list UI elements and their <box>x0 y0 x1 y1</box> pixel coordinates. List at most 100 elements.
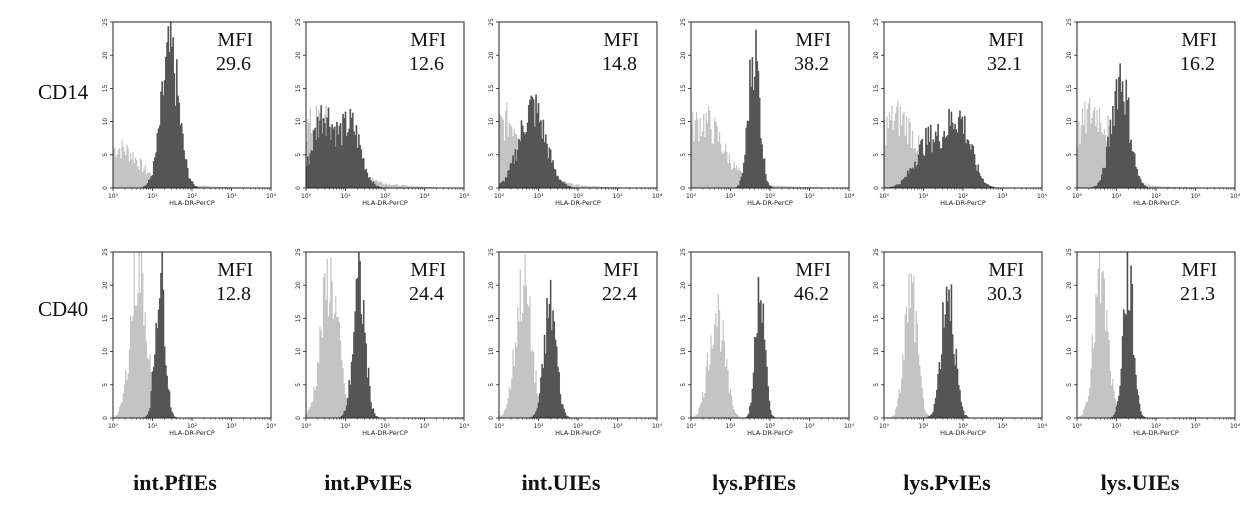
y-tick-label: 0 <box>680 186 687 190</box>
histogram-panel: 0 5 10 15 20 25 10⁰ 10¹ 10² 10³ 10⁴ HLA-DR-PerCP MFI… <box>1066 18 1241 207</box>
histogram-panel: 0 5 10 15 20 25 10⁰ 10¹ 10² 10³ 10⁴ HLA-DR-PerCP MFI… <box>102 248 277 437</box>
x-tick-label: 10⁰ <box>879 423 890 430</box>
mfi-label: MFI <box>795 259 831 281</box>
y-tick-label: 25 <box>1066 248 1073 256</box>
x-axis-label: HLA-DR-PerCP <box>1133 199 1179 207</box>
x-axis-label: HLA-DR-PerCP <box>555 199 601 207</box>
y-tick-label: 20 <box>295 51 302 59</box>
x-tick-label: 10⁰ <box>301 193 312 200</box>
y-tick-label: 20 <box>1066 281 1073 289</box>
y-tick-label: 0 <box>295 416 302 420</box>
mfi-label: MFI <box>217 259 253 281</box>
x-axis-label: HLA-DR-PerCP <box>362 199 408 207</box>
x-tick-label: 10² <box>958 423 969 430</box>
x-tick-label: 10¹ <box>1111 193 1122 200</box>
x-axis-label: HLA-DR-PerCP <box>747 199 793 207</box>
y-tick-label: 0 <box>488 416 495 420</box>
mfi-value: 21.3 <box>1180 283 1215 305</box>
x-tick-label: 10¹ <box>725 423 736 430</box>
control-histogram <box>1077 252 1235 418</box>
y-tick-label: 20 <box>102 51 109 59</box>
mfi-label: MFI <box>603 259 639 281</box>
x-tick-label: 10³ <box>997 193 1008 200</box>
y-tick-label: 20 <box>873 281 880 289</box>
x-tick-label: 10⁴ <box>844 193 855 200</box>
y-tick-label: 10 <box>295 118 302 126</box>
x-tick-label: 10⁴ <box>266 423 277 430</box>
x-tick-label: 10⁰ <box>494 193 505 200</box>
x-tick-label: 10³ <box>997 423 1008 430</box>
y-tick-label: 15 <box>295 84 302 92</box>
y-tick-label: 20 <box>873 51 880 59</box>
x-tick-label: 10³ <box>1190 423 1201 430</box>
x-axis-label: HLA-DR-PerCP <box>940 199 986 207</box>
y-tick-label: 5 <box>295 153 302 157</box>
y-tick-label: 20 <box>295 281 302 289</box>
x-tick-label: 10³ <box>804 193 815 200</box>
y-tick-label: 10 <box>873 348 880 356</box>
x-tick-label: 10² <box>1151 193 1162 200</box>
y-tick-label: 25 <box>295 248 302 256</box>
mfi-value: 32.1 <box>987 53 1022 75</box>
histogram-panel: 0 5 10 15 20 25 10⁰ 10¹ 10² 10³ 10⁴ HLA-DR-PerCP MFI… <box>488 248 663 437</box>
x-axis-label: HLA-DR-PerCP <box>555 429 601 437</box>
x-tick-label: 10⁴ <box>1037 193 1048 200</box>
x-tick-label: 10⁴ <box>1037 423 1048 430</box>
column-label: lys.PvIEs <box>903 470 991 495</box>
y-tick-label: 0 <box>680 416 687 420</box>
x-tick-label: 10³ <box>226 423 237 430</box>
y-tick-label: 25 <box>873 248 880 256</box>
x-tick-label: 10² <box>573 423 584 430</box>
stained-histogram <box>498 94 657 189</box>
histogram-panel: 0 5 10 15 20 25 10⁰ 10¹ 10² 10³ 10⁴ HLA-DR-PerCP MFI… <box>102 18 277 207</box>
y-tick-label: 0 <box>873 186 880 190</box>
control-histogram <box>113 139 271 188</box>
x-tick-label: 10² <box>187 193 198 200</box>
x-tick-label: 10² <box>958 193 969 200</box>
x-tick-label: 10¹ <box>340 193 351 200</box>
x-tick-label: 10¹ <box>147 193 158 200</box>
x-tick-label: 10⁴ <box>652 423 663 430</box>
y-tick-label: 10 <box>488 348 495 356</box>
y-tick-label: 20 <box>488 51 495 59</box>
x-tick-label: 10⁰ <box>494 423 505 430</box>
control-histogram <box>1077 97 1235 188</box>
y-tick-label: 15 <box>873 84 880 92</box>
mfi-value: 29.6 <box>216 53 251 75</box>
y-tick-label: 5 <box>102 153 109 157</box>
mfi-label: MFI <box>988 29 1024 51</box>
x-tick-label: 10³ <box>804 423 815 430</box>
histogram-panel: 0 5 10 15 20 25 10⁰ 10¹ 10² 10³ 10⁴ HLA-DR-PerCP MFI… <box>680 248 855 437</box>
y-tick-label: 0 <box>102 416 109 420</box>
histogram-panel: 0 5 10 15 20 25 10⁰ 10¹ 10² 10³ 10⁴ HLA-DR-PerCP MFI… <box>1066 248 1241 437</box>
histogram-panel: 0 5 10 15 20 25 10⁰ 10¹ 10² 10³ 10⁴ HLA-DR-PerCP MFI… <box>295 18 470 207</box>
control-histogram <box>691 106 849 188</box>
row-label-cd40: CD40 <box>38 297 89 321</box>
mfi-value: 14.8 <box>602 53 637 75</box>
y-tick-label: 25 <box>873 18 880 26</box>
x-tick-label: 10³ <box>419 423 430 430</box>
y-tick-label: 25 <box>488 18 495 26</box>
x-tick-label: 10⁰ <box>1072 193 1083 200</box>
histogram-panel: 0 5 10 15 20 25 10⁰ 10¹ 10² 10³ 10⁴ HLA-DR-PerCP MFI… <box>680 18 855 207</box>
control-histogram <box>306 257 464 418</box>
y-tick-label: 0 <box>488 186 495 190</box>
mfi-label: MFI <box>410 259 446 281</box>
mfi-value: 30.3 <box>987 283 1022 305</box>
x-tick-label: 10⁰ <box>108 193 119 200</box>
y-tick-label: 20 <box>680 51 687 59</box>
x-tick-label: 10⁰ <box>108 423 119 430</box>
y-tick-label: 5 <box>1066 153 1073 157</box>
column-label: int.PfIEs <box>133 470 217 495</box>
mfi-value: 22.4 <box>602 283 637 305</box>
y-tick-label: 25 <box>680 18 687 26</box>
column-label: lys.UIEs <box>1100 470 1180 495</box>
histogram-panel: 0 5 10 15 20 25 10⁰ 10¹ 10² 10³ 10⁴ HLA-DR-PerCP MFI… <box>295 248 470 437</box>
mfi-label: MFI <box>1181 259 1217 281</box>
x-tick-label: 10³ <box>612 193 623 200</box>
y-tick-label: 5 <box>1066 383 1073 387</box>
column-label: lys.PfIEs <box>712 470 796 495</box>
y-tick-label: 15 <box>1066 84 1073 92</box>
x-axis-label: HLA-DR-PerCP <box>169 429 215 437</box>
y-tick-label: 5 <box>102 383 109 387</box>
